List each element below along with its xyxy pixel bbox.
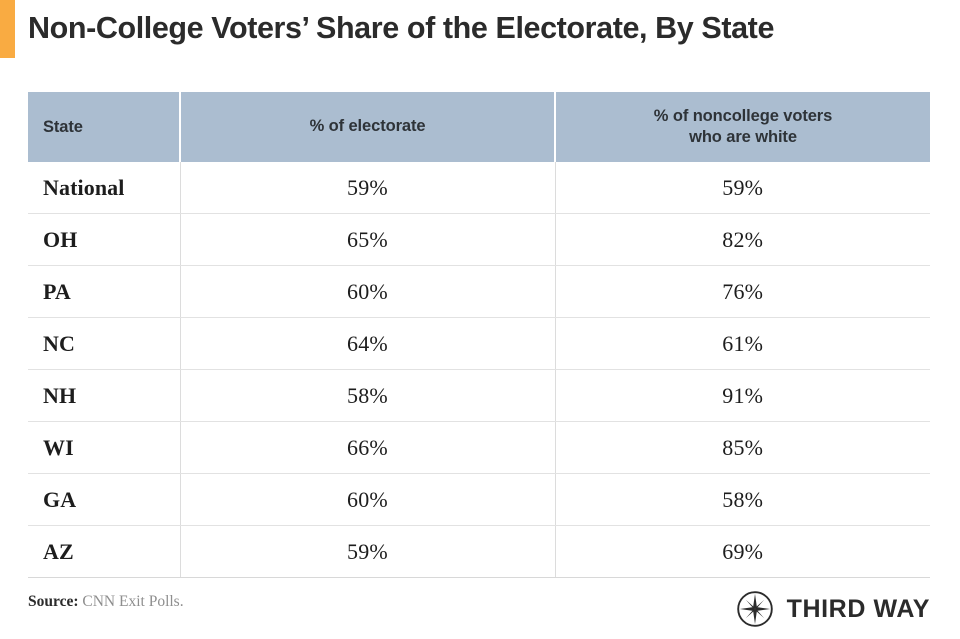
title-row: Non-College Voters’ Share of the Elector… <box>0 0 960 58</box>
cell-pct-electorate: 64% <box>179 317 555 370</box>
cell-state: PA <box>28 265 180 318</box>
cell-pct-white: 76% <box>554 265 930 318</box>
source-label: Source: <box>28 593 79 610</box>
page-title: Non-College Voters’ Share of the Elector… <box>28 11 775 45</box>
data-table-container: State % of electorate % of noncollege vo… <box>28 92 930 578</box>
cell-pct-white: 59% <box>554 162 930 214</box>
table-header: State % of electorate % of noncollege vo… <box>28 92 930 162</box>
table-row: PA 60% 76% <box>28 265 930 318</box>
column-header-noncollege-white: % of noncollege voters who are white <box>554 92 930 162</box>
cell-pct-white: 91% <box>554 369 930 422</box>
cell-pct-electorate: 66% <box>179 421 555 474</box>
column-header-noncollege-white-line1: % of noncollege voters <box>653 106 833 125</box>
cell-pct-white: 85% <box>554 421 930 474</box>
table-row: NH 58% 91% <box>28 369 930 422</box>
third-way-logo: THIRD WAY <box>734 588 930 630</box>
table-row: AZ 59% 69% <box>28 525 930 578</box>
cell-state: WI <box>28 421 180 474</box>
cell-pct-electorate: 59% <box>179 525 555 578</box>
table-row: OH 65% 82% <box>28 213 930 266</box>
cell-pct-electorate: 59% <box>179 162 555 214</box>
source-text: CNN Exit Polls. <box>82 593 184 610</box>
table-row: NC 64% 61% <box>28 317 930 370</box>
cell-pct-white: 58% <box>554 473 930 526</box>
table-body: National 59% 59% OH 65% 82% PA 60% 76% N… <box>28 162 930 578</box>
cell-pct-white: 82% <box>554 213 930 266</box>
cell-pct-electorate: 60% <box>179 473 555 526</box>
cell-state: AZ <box>28 525 180 578</box>
data-table: State % of electorate % of noncollege vo… <box>28 92 930 578</box>
cell-pct-white: 61% <box>554 317 930 370</box>
cell-state: OH <box>28 213 180 266</box>
cell-state: NH <box>28 369 180 422</box>
cell-pct-electorate: 58% <box>179 369 555 422</box>
table-header-row: State % of electorate % of noncollege vo… <box>28 92 930 162</box>
footer: Source: CNN Exit Polls. <box>28 588 930 632</box>
cell-state: GA <box>28 473 180 526</box>
cell-state: NC <box>28 317 180 370</box>
table-row: WI 66% 85% <box>28 421 930 474</box>
cell-state: National <box>28 162 180 214</box>
cell-pct-electorate: 65% <box>179 213 555 266</box>
column-header-state: State <box>28 92 180 162</box>
compass-rose-icon <box>734 588 776 630</box>
logo-wordmark: THIRD WAY <box>786 594 930 623</box>
source-note: Source: CNN Exit Polls. <box>28 593 184 611</box>
column-header-noncollege-white-line2: who are white <box>689 128 797 146</box>
column-header-electorate: % of electorate <box>179 92 555 162</box>
accent-bar <box>0 0 15 58</box>
cell-pct-white: 69% <box>554 525 930 578</box>
table-row: GA 60% 58% <box>28 473 930 526</box>
table-row: National 59% 59% <box>28 162 930 214</box>
cell-pct-electorate: 60% <box>179 265 555 318</box>
